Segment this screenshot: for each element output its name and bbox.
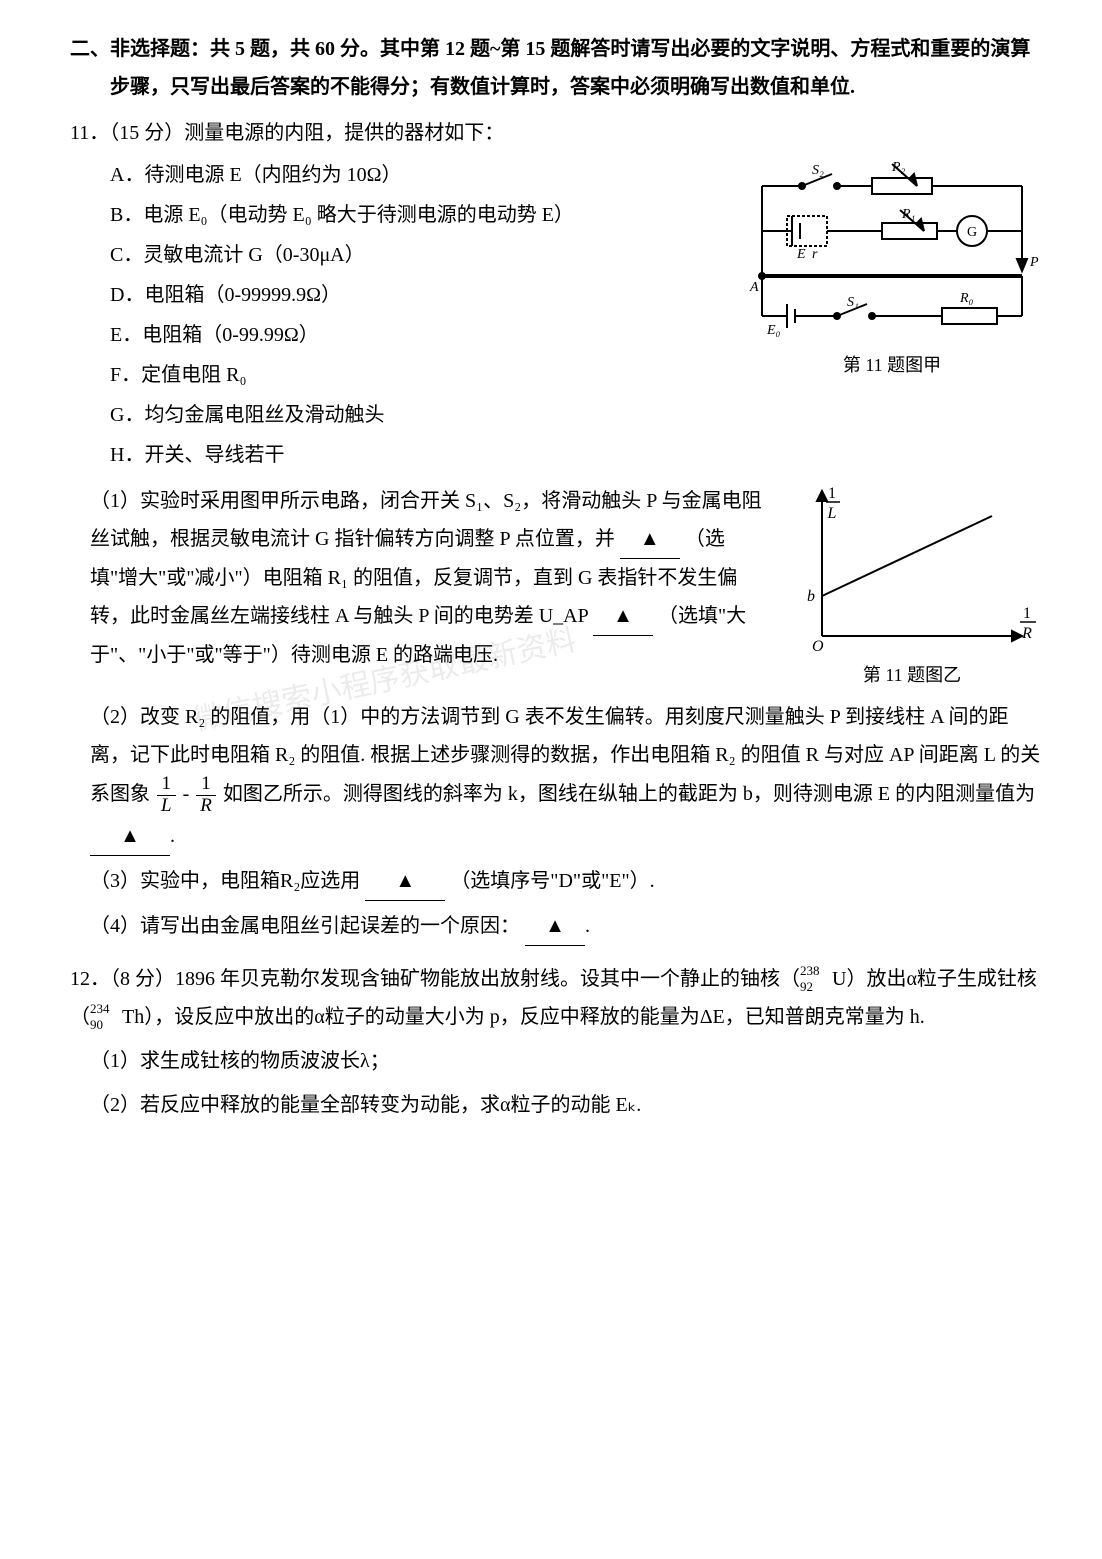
q11-sub2: （2）改变 R₂ 的阻值，用（1）中的方法调节到 G 表不发生偏转。用刻度尺测量…: [70, 698, 1042, 856]
lbl-A: A: [749, 280, 759, 295]
lbl-R0: R₀: [959, 291, 974, 306]
q11-sub4: （4）请写出由金属电阻丝引起误差的一个原因： .: [70, 907, 1042, 946]
lbl-R1: R₁: [901, 207, 915, 222]
q12-sub2: （2）若反应中释放的能量全部转变为动能，求α粒子的动能 Eₖ.: [70, 1086, 1042, 1124]
q11-sub2-c: .: [170, 825, 175, 847]
nuclide-Th: 23490Th: [90, 1007, 144, 1027]
q11-circuit: S₂ R₂ R₁ G E r P A E₀ S₁ R₀ 第 11 题图甲: [742, 156, 1042, 382]
q11-sub3: （3）实验中，电阻箱R₂应选用 （选填序号"D"或"E"）.: [70, 862, 1042, 901]
nuclide-U: 23892U: [800, 969, 846, 989]
lbl-S2: S₂: [812, 163, 824, 178]
lbl-G: G: [967, 225, 977, 240]
q11-header: 11．（15 分）测量电源的内阻，提供的器材如下：: [70, 114, 1042, 152]
lbl-r: r: [812, 247, 818, 262]
lbl-R2: R₂: [891, 160, 906, 175]
q11-sub1: （1）实验时采用图甲所示电路，闭合开关 S₁、S₂，将滑动触头 P 与金属电阻丝…: [70, 482, 1042, 674]
lbl-E0: E₀: [766, 323, 781, 338]
lbl-S1: S₁: [847, 295, 859, 310]
q12-header: 12．（8 分）1896 年贝克勒尔发现含铀矿物能放出放射线。设其中一个静止的铀…: [70, 960, 1042, 1036]
q12-sub1: （1）求生成钍核的物质波波长λ；: [70, 1042, 1042, 1080]
blank-2: [593, 597, 653, 636]
q11-stem: 测量电源的内阻，提供的器材如下：: [184, 122, 504, 144]
q11-sub3-a: （3）实验中，电阻箱R₂应选用: [90, 870, 360, 892]
blank-5: [525, 907, 585, 946]
q11-sub4-b: .: [585, 915, 590, 937]
blank-4: [365, 862, 445, 901]
blank-1: [620, 520, 680, 559]
q11-circuit-caption: 第 11 题图甲: [742, 348, 1042, 382]
section-title: 非选择题：共 5 题，共 60 分。其中第 12 题~第 15 题解答时请写出必…: [110, 38, 1030, 98]
q11-number: 11．: [70, 122, 109, 144]
lbl-E: E: [796, 247, 806, 262]
q12-number: 12．: [70, 968, 110, 990]
lbl-P: P: [1029, 255, 1039, 270]
q11-sub3-b: （选填序号"D"或"E"）.: [450, 870, 654, 892]
q12-stem-c: ），设反应中放出的α粒子的动量大小为 p，反应中释放的能量为ΔE，已知普朗克常量…: [144, 1006, 925, 1028]
q11-points: （15 分）: [109, 122, 184, 144]
frac-1L: 1L: [157, 774, 176, 817]
opt-G: G．均匀金属电阻丝及滑动触头: [110, 396, 1042, 434]
q12-points: （8 分）: [110, 968, 175, 990]
blank-3: [90, 817, 170, 856]
frac-1R: 1R: [196, 774, 216, 817]
q12-stem-a: 1896 年贝克勒尔发现含铀矿物能放出放射线。设其中一个静止的铀核（: [175, 968, 800, 990]
opt-H: H．开关、导线若干: [110, 436, 1042, 474]
q11-sub4-a: （4）请写出由金属电阻丝引起误差的一个原因：: [90, 915, 520, 937]
q11-sub2-b: 如图乙所示。测得图线的斜率为 k，图线在纵轴上的截距为 b，则待测电源 E 的内…: [223, 783, 1035, 805]
section-prefix: 二、: [70, 38, 110, 60]
